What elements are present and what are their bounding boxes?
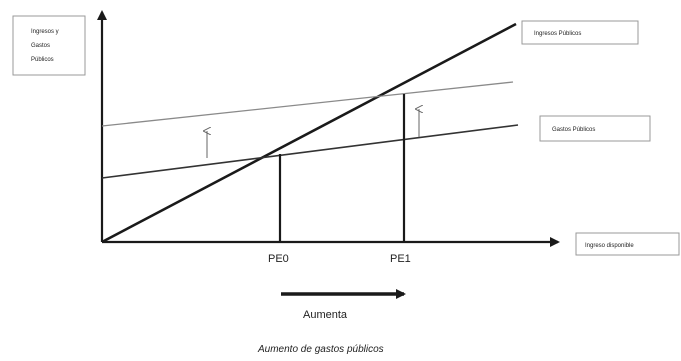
x-axis-label: Ingreso disponible <box>585 243 634 249</box>
spending-line-shifted <box>101 81 514 127</box>
spending-line <box>101 124 519 179</box>
pe1-label: PE1 <box>390 253 411 265</box>
income-line <box>101 22 517 244</box>
income-label-box <box>521 20 639 45</box>
y-axis-label-line-3: Públicos <box>31 57 54 63</box>
income-label: Ingresos Públicos <box>534 31 581 37</box>
increase-arrow-label: Aumenta <box>303 309 348 321</box>
diagram-caption: Aumento de gastos públicos <box>257 344 384 355</box>
spending-label-box <box>539 115 651 142</box>
pe0-label: PE0 <box>268 253 289 265</box>
spending-label: Gastos Públicos <box>552 127 595 133</box>
y-axis-label-box <box>12 15 86 76</box>
y-axis-label-line-2: Gastos <box>31 43 50 49</box>
y-axis-label-line-1: Ingresos y <box>31 29 59 35</box>
x-axis-label-box <box>575 232 680 256</box>
